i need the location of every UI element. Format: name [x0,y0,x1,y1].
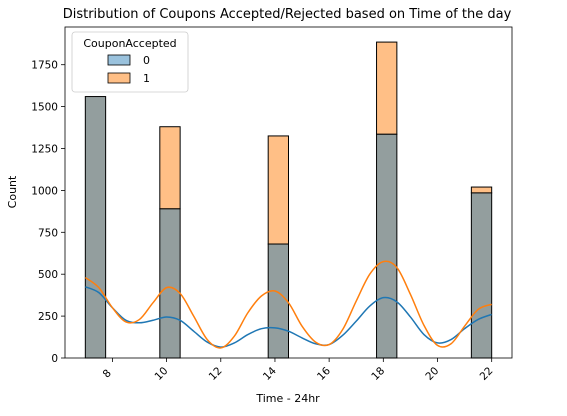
x-tick-label: 16 [315,365,333,383]
bar-accepted-0 [267,243,290,359]
kde-line-0 [85,286,492,348]
y-tick-label: 750 [38,227,58,239]
legend-title: CouponAccepted [83,37,176,50]
legend-label-1: 1 [143,72,150,85]
bar-accepted-0 [84,96,107,359]
x-tick-label: 22 [478,365,496,383]
bars-layer [84,41,493,359]
bar-accepted-1 [267,135,290,245]
chart-title: Distribution of Coupons Accepted/Rejecte… [63,7,512,22]
kde-line-1 [84,260,492,349]
y-tick-label: 0 [51,353,58,365]
y-tick-label: 1750 [31,60,58,72]
y-axis: 0 250 500 750 1000 1250 1500 1750 [31,60,65,365]
x-tick-label: 10 [152,365,170,383]
x-tick-label: 18 [369,365,387,383]
x-axis-label: Time - 24hr [255,392,320,405]
y-tick-label: 250 [38,311,58,323]
y-tick-label: 1000 [31,185,58,197]
bar-accepted-1 [376,41,398,135]
x-tick-label: 8 [101,367,114,380]
plot-frame [64,26,513,359]
bar-accepted-0 [376,133,398,359]
legend: CouponAccepted 0 1 [71,31,189,93]
x-tick-label: 20 [423,365,441,383]
bar-accepted-0 [470,192,493,359]
kde-layer [84,260,492,349]
bar-accepted-0 [159,208,181,359]
legend-swatch-1 [107,72,131,84]
x-tick-label: 14 [261,365,279,383]
y-tick-label: 1500 [31,102,58,114]
y-tick-label: 1250 [31,144,58,156]
y-axis-label: Count [6,175,19,208]
y-tick-label: 500 [38,269,58,281]
bar-accepted-1 [470,186,493,194]
x-tick-label: 12 [207,365,225,383]
bar-accepted-1 [159,126,181,210]
x-axis: 8 10 12 14 16 18 20 22 [101,358,496,383]
legend-label-0: 0 [143,54,150,67]
legend-swatch-0 [107,54,131,66]
